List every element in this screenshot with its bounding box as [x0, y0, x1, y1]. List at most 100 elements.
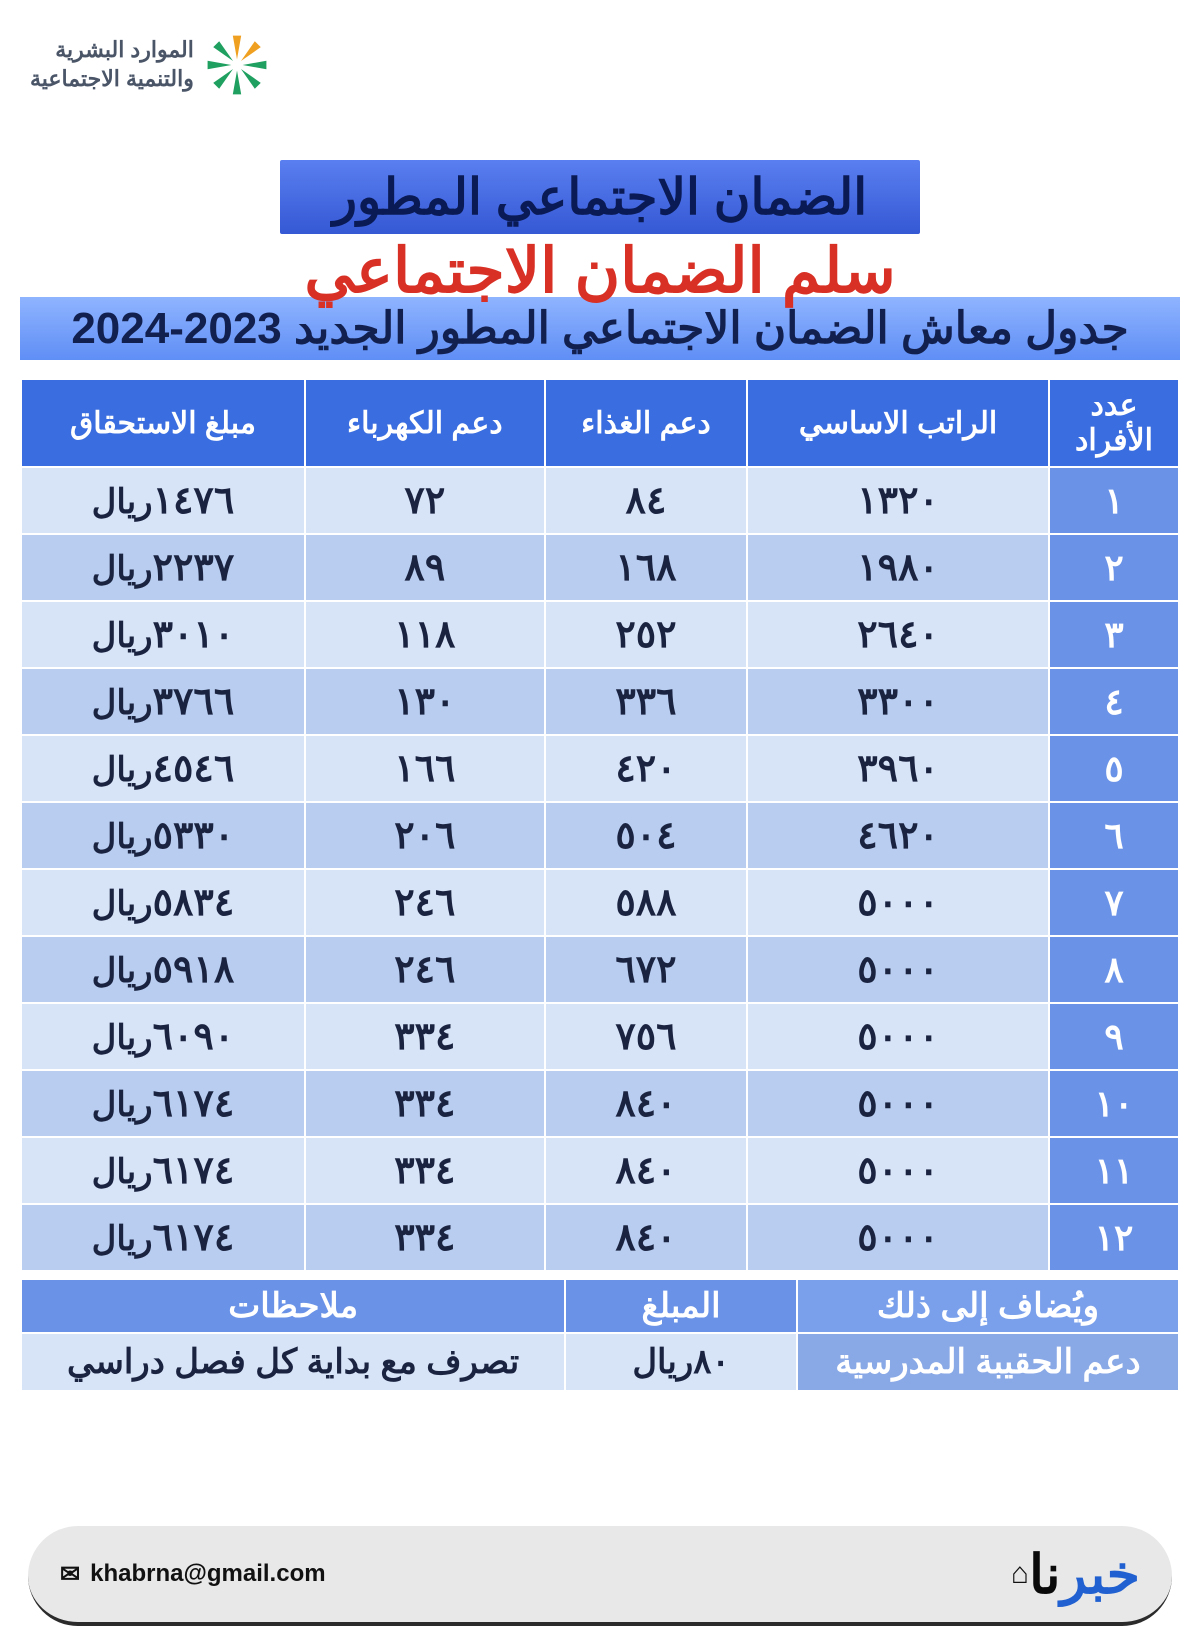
table-row: ٩٥٠٠٠٧٥٦٣٣٤٦٠٩٠ريال — [21, 1003, 1179, 1070]
cell-food: ٧٥٦ — [545, 1003, 747, 1070]
cell-food: ٢٥٢ — [545, 601, 747, 668]
addon-header-added: ويُضاف إلى ذلك — [797, 1279, 1179, 1333]
cell-food: ١٦٨ — [545, 534, 747, 601]
addon-amount-value: ٨٠ — [693, 1343, 730, 1381]
cell-total: ١٤٧٦ريال — [21, 467, 305, 534]
cell-elec: ١٣٠ — [305, 668, 545, 735]
table-row: ١١٣٢٠٨٤٧٢١٤٧٦ريال — [21, 467, 1179, 534]
cell-total: ٦١٧٤ريال — [21, 1204, 305, 1271]
cell-total: ٢٢٣٧ريال — [21, 534, 305, 601]
main-title: الضمان الاجتماعي المطور — [280, 160, 920, 234]
addon-table: ويُضاف إلى ذلك المبلغ ملاحظات دعم الحقيب… — [20, 1278, 1180, 1392]
cell-count: ٦ — [1049, 802, 1179, 869]
footer-email: ✉ khabrna@gmail.com — [60, 1560, 326, 1589]
cell-count: ١٠ — [1049, 1070, 1179, 1137]
cell-elec: ٣٣٤ — [305, 1137, 545, 1204]
cell-base: ١٩٨٠ — [747, 534, 1049, 601]
col-base: الراتب الاساسي — [747, 379, 1049, 467]
cell-food: ٨٤٠ — [545, 1070, 747, 1137]
cell-count: ٩ — [1049, 1003, 1179, 1070]
addon-header-amount: المبلغ — [565, 1279, 797, 1333]
cell-base: ٤٦٢٠ — [747, 802, 1049, 869]
cell-count: ١ — [1049, 467, 1179, 534]
cell-total: ٤٥٤٦ريال — [21, 735, 305, 802]
addon-name: دعم الحقيبة المدرسية — [797, 1333, 1179, 1391]
brand-accent: نا — [1029, 1545, 1060, 1605]
logo-text: الموارد البشرية والتنمية الاجتماعية — [30, 36, 194, 93]
cell-base: ٣٩٦٠ — [747, 735, 1049, 802]
cell-elec: ٢٤٦ — [305, 869, 545, 936]
cell-count: ٧ — [1049, 869, 1179, 936]
table-row: ٧٥٠٠٠٥٨٨٢٤٦٥٨٣٤ريال — [21, 869, 1179, 936]
col-elec: دعم الكهرباء — [305, 379, 545, 467]
cell-base: ٥٠٠٠ — [747, 1003, 1049, 1070]
table-header-row: عدد الأفراد الراتب الاساسي دعم الغذاء دع… — [21, 379, 1179, 467]
home-icon: ⌂ — [1011, 1557, 1029, 1591]
cell-count: ٢ — [1049, 534, 1179, 601]
col-total: مبلغ الاستحقاق — [21, 379, 305, 467]
addon-header-notes: ملاحظات — [21, 1279, 565, 1333]
cell-base: ٥٠٠٠ — [747, 1137, 1049, 1204]
cell-elec: ١١٨ — [305, 601, 545, 668]
brand-main: خبر — [1061, 1545, 1140, 1605]
table-row: ٢١٩٨٠١٦٨٨٩٢٢٣٧ريال — [21, 534, 1179, 601]
table-row: ١٢٥٠٠٠٨٤٠٣٣٤٦١٧٤ريال — [21, 1204, 1179, 1271]
email-text: khabrna@gmail.com — [90, 1560, 325, 1588]
cell-base: ٥٠٠٠ — [747, 1070, 1049, 1137]
cell-food: ٤٢٠ — [545, 735, 747, 802]
cell-base: ٢٦٤٠ — [747, 601, 1049, 668]
cell-base: ٥٠٠٠ — [747, 936, 1049, 1003]
addon-row: دعم الحقيبة المدرسية ٨٠ريال تصرف مع بداي… — [21, 1333, 1179, 1391]
cell-elec: ٣٣٤ — [305, 1070, 545, 1137]
footer-bar: خبرنا ⌂ ✉ khabrna@gmail.com — [28, 1526, 1172, 1626]
cell-total: ٣٠١٠ريال — [21, 601, 305, 668]
table-row: ٦٤٦٢٠٥٠٤٢٠٦٥٣٣٠ريال — [21, 802, 1179, 869]
table-row: ٤٣٣٠٠٣٣٦١٣٠٣٧٦٦ريال — [21, 668, 1179, 735]
cell-food: ٨٤٠ — [545, 1204, 747, 1271]
cell-count: ١٢ — [1049, 1204, 1179, 1271]
table-row: ٣٢٦٤٠٢٥٢١١٨٣٠١٠ريال — [21, 601, 1179, 668]
cell-base: ٥٠٠٠ — [747, 869, 1049, 936]
footer-left: خبرنا ⌂ — [999, 1543, 1140, 1606]
brand-logo: خبرنا — [1029, 1543, 1140, 1606]
cell-total: ٥٩١٨ريال — [21, 936, 305, 1003]
cell-food: ٥٨٨ — [545, 869, 747, 936]
ministry-logo: الموارد البشرية والتنمية الاجتماعية — [30, 30, 272, 100]
salary-table: عدد الأفراد الراتب الاساسي دعم الغذاء دع… — [20, 378, 1180, 1272]
col-food: دعم الغذاء — [545, 379, 747, 467]
col-count: عدد الأفراد — [1049, 379, 1179, 467]
cell-elec: ٨٩ — [305, 534, 545, 601]
addon-amount: ٨٠ريال — [565, 1333, 797, 1391]
cell-elec: ٢٤٦ — [305, 936, 545, 1003]
cell-count: ٥ — [1049, 735, 1179, 802]
table-row: ٨٥٠٠٠٦٧٢٢٤٦٥٩١٨ريال — [21, 936, 1179, 1003]
cell-total: ٦١٧٤ريال — [21, 1070, 305, 1137]
cell-base: ٣٣٠٠ — [747, 668, 1049, 735]
logo-line2: والتنمية الاجتماعية — [30, 65, 194, 94]
cell-total: ٥٣٣٠ريال — [21, 802, 305, 869]
cell-elec: ٧٢ — [305, 467, 545, 534]
cell-total: ٣٧٦٦ريال — [21, 668, 305, 735]
cell-count: ٤ — [1049, 668, 1179, 735]
cell-total: ٦٠٩٠ريال — [21, 1003, 305, 1070]
table-row: ١١٥٠٠٠٨٤٠٣٣٤٦١٧٤ريال — [21, 1137, 1179, 1204]
cell-food: ٥٠٤ — [545, 802, 747, 869]
overlay-title: سلم الضمان الاجتماعي — [20, 234, 1180, 307]
cell-food: ٣٣٦ — [545, 668, 747, 735]
logo-star-icon — [202, 30, 272, 100]
cell-total: ٦١٧٤ريال — [21, 1137, 305, 1204]
cell-elec: ٣٣٤ — [305, 1204, 545, 1271]
table-row: ١٠٥٠٠٠٨٤٠٣٣٤٦١٧٤ريال — [21, 1070, 1179, 1137]
logo-line1: الموارد البشرية — [30, 36, 194, 65]
mail-icon: ✉ — [60, 1560, 80, 1589]
cell-elec: ٢٠٦ — [305, 802, 545, 869]
cell-elec: ١٦٦ — [305, 735, 545, 802]
table-row: ٥٣٩٦٠٤٢٠١٦٦٤٥٤٦ريال — [21, 735, 1179, 802]
cell-count: ٨ — [1049, 936, 1179, 1003]
currency-label: ريال — [632, 1343, 693, 1381]
addon-notes: تصرف مع بداية كل فصل دراسي — [21, 1333, 565, 1391]
cell-food: ٦٧٢ — [545, 936, 747, 1003]
cell-total: ٥٨٣٤ريال — [21, 869, 305, 936]
cell-food: ٨٤٠ — [545, 1137, 747, 1204]
content-area: الضمان الاجتماعي المطور سلم الضمان الاجت… — [20, 160, 1180, 1392]
